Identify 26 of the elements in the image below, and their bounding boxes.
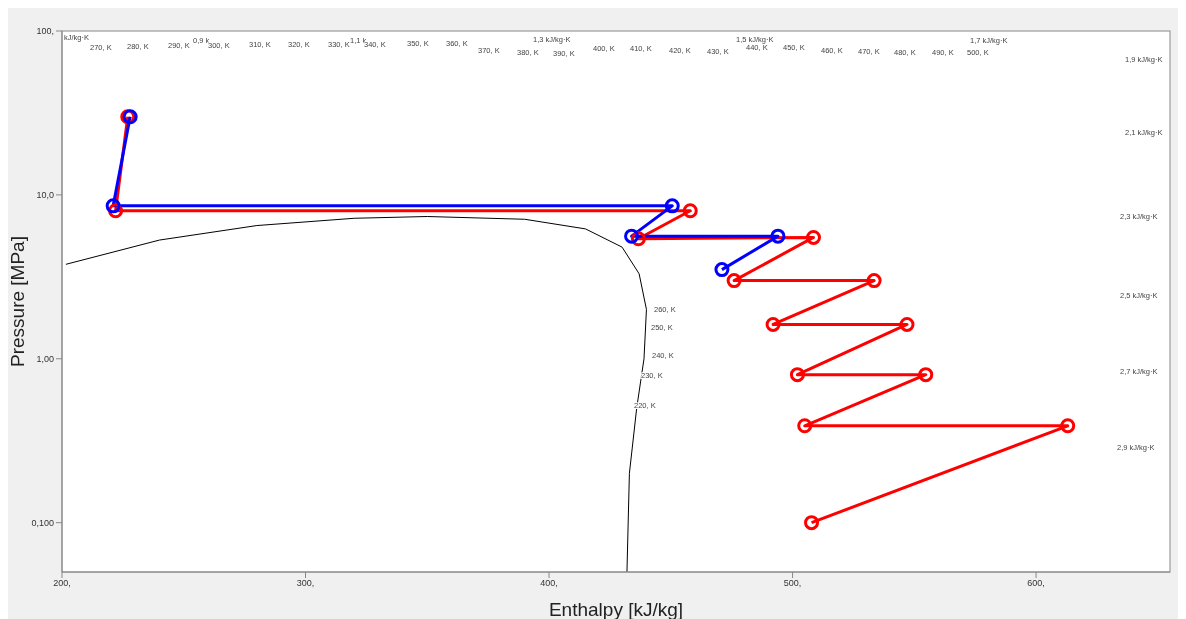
point xyxy=(664,198,680,214)
y-tick-label: 100, xyxy=(36,26,54,37)
point xyxy=(682,203,698,219)
point xyxy=(726,273,742,289)
x-tick-label: 600, xyxy=(1027,578,1045,589)
point xyxy=(770,228,786,244)
point xyxy=(789,367,805,383)
y-tick-label: 0,100 xyxy=(31,517,54,528)
point xyxy=(624,228,640,244)
point xyxy=(797,418,813,434)
x-tick-label: 500, xyxy=(783,578,802,589)
point xyxy=(1060,418,1076,434)
point xyxy=(918,367,934,383)
point xyxy=(805,229,821,245)
x-tick-label: 400, xyxy=(540,578,558,589)
point xyxy=(714,262,730,278)
x-tick-label: 300, xyxy=(296,578,315,589)
point xyxy=(866,273,882,289)
y-tick-label: 1,00 xyxy=(36,353,54,364)
point xyxy=(765,316,781,332)
x-tick-label: 200, xyxy=(53,578,71,589)
y-axis-title: Pressure [MPa] xyxy=(7,236,28,367)
point xyxy=(804,515,820,531)
point xyxy=(899,316,915,332)
point xyxy=(105,198,121,214)
y-tick-label: 10,0 xyxy=(36,190,54,201)
